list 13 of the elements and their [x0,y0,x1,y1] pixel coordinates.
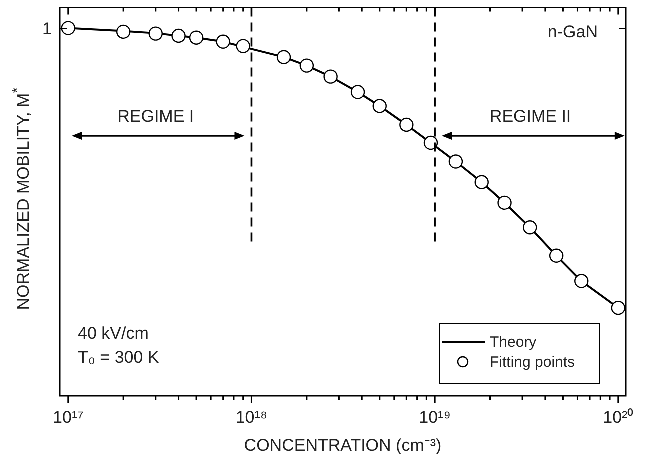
annotation: T₀ = 300 K [78,348,160,367]
annotation: n-GaN [548,22,598,42]
x-axis-title: CONCENTRATION (cm⁻³) [243,435,443,456]
x-tick-label: 10¹⁷ [53,408,84,427]
annotation: 40 kV/cm [78,324,149,343]
x-tick-label: 10¹⁸ [236,408,268,427]
x-tick-label: 10²⁰ [603,408,634,427]
text: 1 [42,20,52,39]
legend-label: Fitting points [490,354,576,371]
annotation: REGIME II [490,106,572,126]
legend-label: Theory [490,334,538,351]
x-tick-label: 10¹⁹ [419,408,451,427]
annotation: REGIME I [118,106,194,126]
